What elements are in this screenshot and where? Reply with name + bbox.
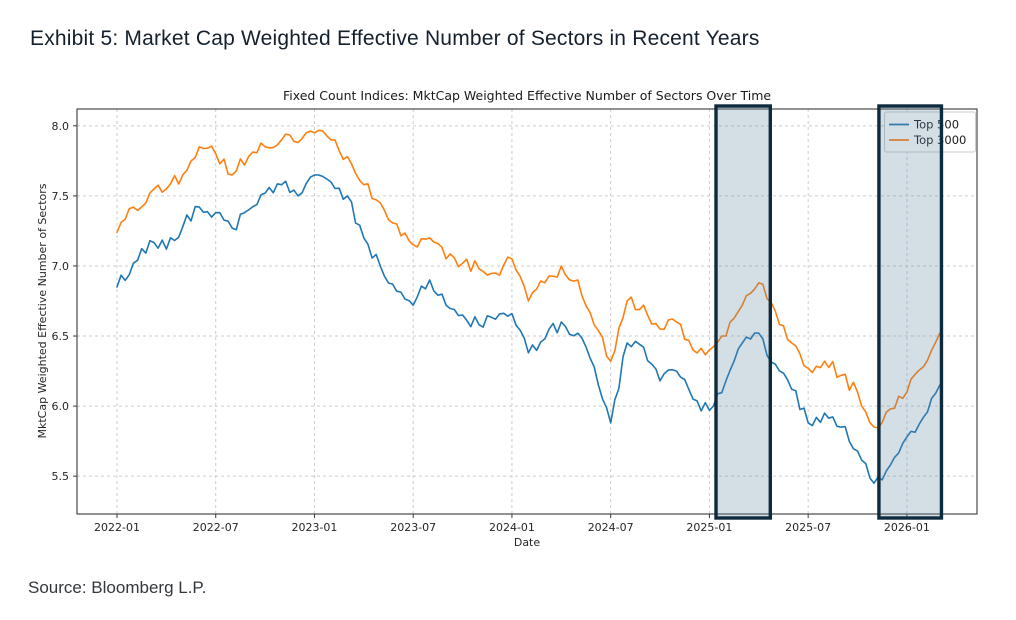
- y-tick-label: 8.0: [52, 120, 70, 133]
- series-line-top-500: [116, 174, 941, 485]
- series-layer: [116, 129, 941, 485]
- y-tick-label: 7.5: [52, 190, 70, 203]
- x-tick-label: 2025-01: [686, 521, 732, 534]
- x-tick-label: 2024-01: [489, 521, 535, 534]
- legend-box: [884, 111, 976, 153]
- x-axis-label: Date: [514, 536, 541, 549]
- legend: Top 500Top 3000: [884, 111, 976, 153]
- x-tick-label: 2026-01: [884, 521, 930, 534]
- series-line-top-3000: [116, 129, 941, 429]
- x-tick-label: 2022-07: [193, 521, 239, 534]
- y-tick-label: 7.0: [52, 260, 70, 273]
- x-tick-label: 2023-01: [291, 521, 337, 534]
- highlight-region: [877, 104, 944, 520]
- highlight-region: [714, 104, 773, 520]
- y-tick-label: 5.5: [52, 470, 70, 483]
- exhibit-title: Exhibit 5: Market Cap Weighted Effective…: [30, 27, 760, 50]
- tick-layer: 2022-01 2022-07 2023-01 2023-07 2024-01 2024-…: [52, 120, 930, 534]
- x-tick-label: 2024-07: [588, 521, 634, 534]
- y-tick-label: 6.0: [52, 400, 70, 413]
- axes-frame: [76, 108, 978, 515]
- x-tick-label: 2025-07: [785, 521, 831, 534]
- y-tick-label: 6.5: [52, 330, 70, 343]
- grid-layer: [77, 109, 977, 514]
- highlight-regions-layer: [714, 104, 944, 520]
- legend-label: Top 500: [913, 118, 959, 132]
- x-tick-label: 2023-07: [390, 521, 436, 534]
- x-tick-label: 2022-01: [94, 521, 140, 534]
- plot-background: [77, 109, 977, 514]
- source-note: Source: Bloomberg L.P.: [28, 578, 207, 597]
- y-axis-label: MktCap Weighted Effective Number of Sect…: [36, 183, 49, 438]
- chart-title: Fixed Count Indices: MktCap Weighted Eff…: [283, 88, 771, 103]
- legend-label: Top 3000: [913, 133, 966, 147]
